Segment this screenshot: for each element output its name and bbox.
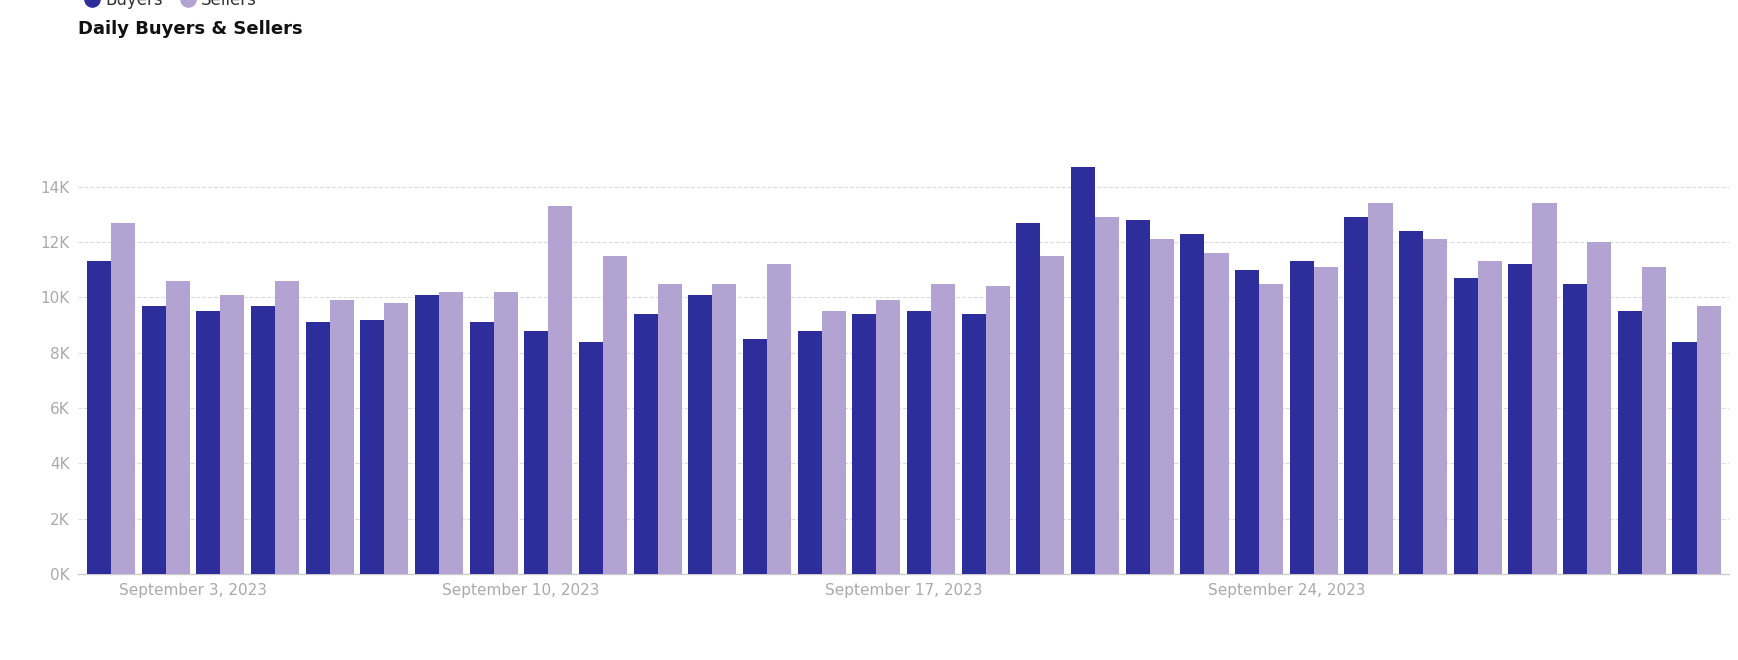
Bar: [1368, 203, 1392, 574]
Bar: [1017, 222, 1041, 574]
Bar: [876, 300, 900, 574]
Bar: [196, 312, 221, 574]
Bar: [1642, 267, 1667, 574]
Bar: [360, 319, 384, 574]
Bar: [907, 312, 932, 574]
Bar: [798, 331, 822, 574]
Bar: [221, 294, 245, 574]
Text: Daily Buyers & Sellers: Daily Buyers & Sellers: [78, 20, 302, 38]
Bar: [1204, 253, 1229, 574]
Bar: [1236, 270, 1258, 574]
Bar: [275, 280, 299, 574]
Bar: [744, 339, 766, 574]
Bar: [1095, 217, 1119, 574]
Bar: [494, 292, 518, 574]
Bar: [1696, 306, 1721, 574]
Bar: [657, 284, 681, 574]
Bar: [306, 322, 330, 574]
Bar: [141, 306, 165, 574]
Bar: [1314, 267, 1338, 574]
Bar: [1290, 261, 1314, 574]
Bar: [766, 264, 791, 574]
Bar: [634, 314, 657, 574]
Bar: [440, 292, 462, 574]
Bar: [1126, 220, 1151, 574]
Bar: [713, 284, 737, 574]
Bar: [525, 331, 549, 574]
Bar: [822, 312, 846, 574]
Bar: [415, 294, 440, 574]
Bar: [1071, 168, 1095, 574]
Bar: [1258, 284, 1283, 574]
Bar: [603, 256, 627, 574]
Bar: [1423, 240, 1448, 574]
Bar: [1587, 242, 1611, 574]
Bar: [111, 222, 136, 574]
Bar: [549, 206, 572, 574]
Bar: [469, 322, 494, 574]
Bar: [688, 294, 713, 574]
Bar: [932, 284, 956, 574]
Bar: [384, 303, 408, 574]
Bar: [1672, 342, 1696, 574]
Bar: [330, 300, 355, 574]
Bar: [1151, 240, 1173, 574]
Bar: [1562, 284, 1587, 574]
Bar: [1477, 261, 1502, 574]
Bar: [1509, 264, 1533, 574]
Legend: Buyers, Sellers: Buyers, Sellers: [87, 0, 257, 9]
Bar: [1345, 217, 1368, 574]
Bar: [1399, 231, 1423, 574]
Bar: [250, 306, 275, 574]
Bar: [165, 280, 189, 574]
Bar: [1618, 312, 1642, 574]
Bar: [1041, 256, 1064, 574]
Bar: [1180, 234, 1204, 574]
Bar: [1533, 203, 1557, 574]
Bar: [852, 314, 876, 574]
Bar: [1453, 278, 1477, 574]
Bar: [87, 261, 111, 574]
Bar: [579, 342, 603, 574]
Bar: [985, 286, 1010, 574]
Bar: [961, 314, 985, 574]
